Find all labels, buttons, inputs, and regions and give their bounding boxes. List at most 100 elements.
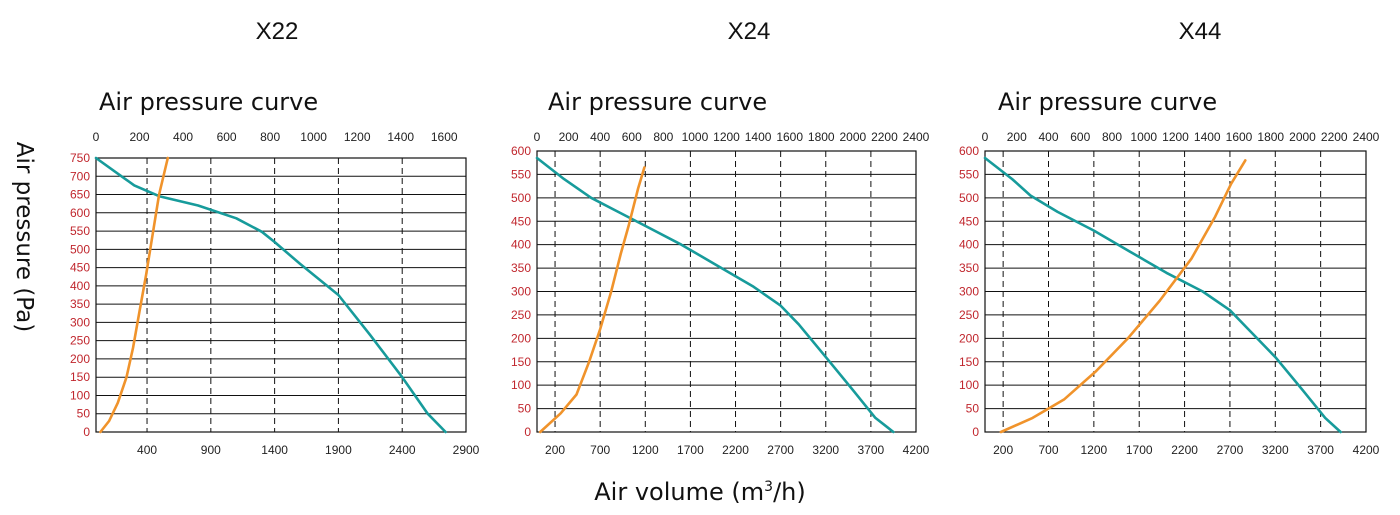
x-tick-label-bottom: 200	[993, 443, 1013, 457]
x-tick-label-bottom: 1200	[632, 443, 659, 457]
y-tick-label: 300	[70, 315, 90, 329]
x-tick-label-bottom: 3700	[1307, 443, 1334, 457]
x-tick-label-bottom: 4200	[1353, 443, 1380, 457]
y-tick-label: 250	[959, 308, 979, 322]
pressure-curve-line	[94, 156, 447, 434]
y-tick-label: 0	[83, 425, 90, 439]
x-tick-label-bottom: 1400	[261, 443, 288, 457]
x-tick-label-top: 0	[982, 130, 989, 144]
x-tick-label-bottom: 2200	[1171, 443, 1198, 457]
y-tick-label: 0	[524, 425, 531, 439]
x-tick-label-top: 1200	[344, 130, 371, 144]
x-tick-label-top: 400	[1038, 130, 1058, 144]
pressure-curve-line	[535, 156, 895, 434]
y-tick-label: 650	[70, 188, 90, 202]
y-tick-label: 400	[70, 279, 90, 293]
y-tick-label: 500	[959, 191, 979, 205]
x-axis-label: Air volume (m3/h)	[594, 478, 805, 506]
chart-x22: 0 50 100 150 200 250 300 350 400 450 500 550 600 650 7…	[70, 130, 480, 457]
y-tick-label: 450	[511, 214, 531, 228]
efficiency-curve-line	[99, 156, 170, 434]
efficiency-curve-line	[999, 159, 1247, 434]
y-tick-label: 200	[70, 352, 90, 366]
y-tick-label: 250	[511, 308, 531, 322]
y-tick-label: 100	[511, 378, 531, 392]
y-tick-label: 550	[511, 167, 531, 181]
y-tick-label: 250	[70, 334, 90, 348]
chart-subtitle-x24: Air pressure curve	[548, 88, 768, 116]
x-tick-label-top: 2000	[1289, 130, 1316, 144]
y-tick-label: 450	[959, 214, 979, 228]
y-tick-label: 350	[511, 261, 531, 275]
y-tick-label: 600	[70, 206, 90, 220]
y-tick-label: 700	[70, 169, 90, 183]
y-tick-label: 0	[972, 425, 979, 439]
x-tick-label-top: 800	[260, 130, 280, 144]
y-tick-label: 150	[511, 355, 531, 369]
x-axis-label-superscript: 3	[764, 479, 774, 495]
x-tick-label-bottom: 2700	[1217, 443, 1244, 457]
y-tick-label: 500	[511, 191, 531, 205]
x-axis-label-text: Air volume (m	[594, 478, 765, 506]
x-tick-label-top: 0	[534, 130, 541, 144]
x-tick-label-bottom: 3200	[1262, 443, 1289, 457]
model-title-x22: X22	[255, 18, 299, 45]
x-tick-label-top: 800	[653, 130, 673, 144]
x-tick-label-bottom: 1900	[325, 443, 352, 457]
y-tick-label: 550	[959, 167, 979, 181]
chart-x24: 0 50 100 150 200 250 300 350 400 450 500 550 600 200 7…	[511, 130, 930, 457]
y-tick-label: 50	[77, 407, 91, 421]
y-tick-label: 100	[959, 378, 979, 392]
x-tick-label-top: 1400	[745, 130, 772, 144]
x-tick-label-bottom: 1700	[677, 443, 704, 457]
x-tick-label-top: 200	[1007, 130, 1027, 144]
x-tick-label-top: 1400	[387, 130, 414, 144]
x-tick-label-bottom: 900	[201, 443, 221, 457]
chart-subtitle-x44: Air pressure curve	[998, 88, 1218, 116]
y-tick-label: 100	[70, 388, 90, 402]
y-tick-label: 50	[966, 402, 980, 416]
plot-frame	[984, 150, 1367, 433]
x-tick-label-top: 1000	[1130, 130, 1157, 144]
y-tick-label: 500	[70, 242, 90, 256]
y-tick-label: 400	[511, 238, 531, 252]
x-tick-label-bottom: 2900	[453, 443, 480, 457]
x-tick-label-top: 2400	[1353, 130, 1380, 144]
x-tick-label-bottom: 2200	[722, 443, 749, 457]
model-title-x44: X44	[1178, 18, 1222, 45]
x-tick-label-top: 600	[622, 130, 642, 144]
y-tick-label: 450	[70, 261, 90, 275]
x-tick-label-top: 2200	[871, 130, 898, 144]
y-tick-label: 350	[70, 297, 90, 311]
x-tick-label-top: 1600	[431, 130, 458, 144]
x-tick-label-top: 600	[1070, 130, 1090, 144]
y-tick-label: 300	[511, 285, 531, 299]
x-tick-label-top: 1200	[713, 130, 740, 144]
y-tick-label: 550	[70, 224, 90, 238]
y-tick-label: 750	[70, 151, 90, 165]
plot-frame	[536, 150, 917, 433]
x-tick-label-bottom: 2700	[767, 443, 794, 457]
x-tick-label-bottom: 3700	[858, 443, 885, 457]
y-tick-label: 350	[959, 261, 979, 275]
x-tick-label-top: 400	[590, 130, 610, 144]
x-tick-label-top: 1200	[1162, 130, 1189, 144]
x-tick-label-top: 200	[130, 130, 150, 144]
y-tick-label: 200	[511, 331, 531, 345]
y-tick-label: 150	[70, 370, 90, 384]
x-axis-label-unit: /h)	[773, 478, 806, 506]
x-tick-label-top: 800	[1102, 130, 1122, 144]
x-tick-label-top: 1800	[1257, 130, 1284, 144]
y-tick-label: 50	[518, 402, 532, 416]
pressure-curve-line	[983, 156, 1342, 434]
x-tick-label-top: 1000	[682, 130, 709, 144]
x-tick-label-bottom: 2400	[389, 443, 416, 457]
x-tick-label-bottom: 400	[137, 443, 157, 457]
x-tick-label-top: 400	[173, 130, 193, 144]
x-tick-label-bottom: 700	[1038, 443, 1058, 457]
x-tick-label-bottom: 3200	[812, 443, 839, 457]
x-tick-label-top: 1600	[1226, 130, 1253, 144]
x-tick-label-top: 1000	[300, 130, 327, 144]
